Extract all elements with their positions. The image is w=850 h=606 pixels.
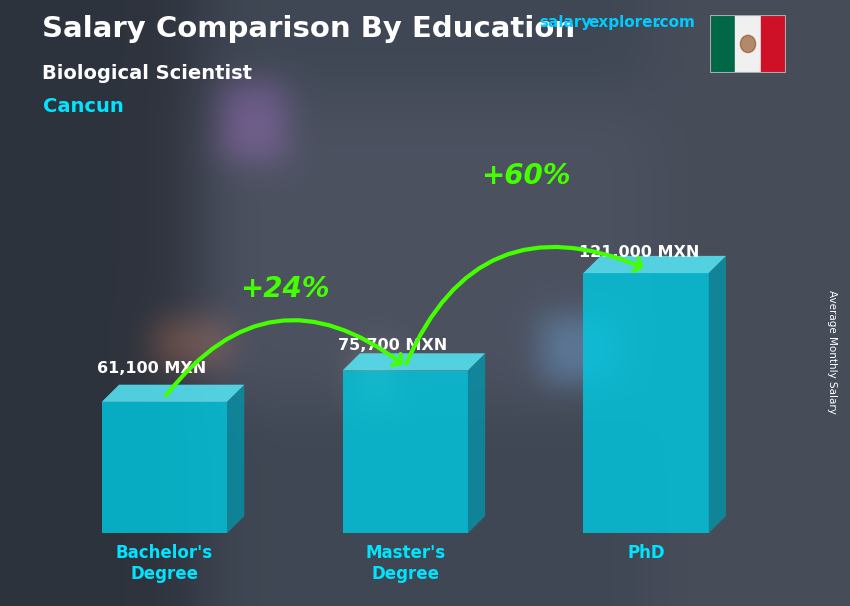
- Text: 61,100 MXN: 61,100 MXN: [97, 361, 207, 376]
- Polygon shape: [227, 385, 244, 533]
- FancyBboxPatch shape: [343, 370, 468, 533]
- Text: Average Monthly Salary: Average Monthly Salary: [827, 290, 837, 413]
- Bar: [735, 15, 761, 73]
- Text: 75,700 MXN: 75,700 MXN: [337, 338, 447, 353]
- Bar: [761, 15, 786, 73]
- FancyBboxPatch shape: [102, 402, 227, 533]
- Text: explorer: explorer: [588, 15, 660, 30]
- Polygon shape: [343, 353, 485, 370]
- Text: salary: salary: [540, 15, 592, 30]
- Polygon shape: [468, 353, 485, 533]
- Polygon shape: [709, 256, 726, 533]
- Text: .com: .com: [654, 15, 695, 30]
- Polygon shape: [102, 385, 244, 402]
- FancyBboxPatch shape: [583, 273, 709, 533]
- Circle shape: [740, 35, 756, 53]
- Text: 121,000 MXN: 121,000 MXN: [579, 245, 699, 260]
- Text: Biological Scientist: Biological Scientist: [42, 64, 252, 82]
- Text: Cancun: Cancun: [42, 97, 123, 116]
- Text: +24%: +24%: [240, 275, 330, 303]
- Bar: [710, 15, 735, 73]
- Text: +60%: +60%: [481, 162, 570, 190]
- Text: Salary Comparison By Education: Salary Comparison By Education: [42, 15, 575, 43]
- Polygon shape: [583, 256, 726, 273]
